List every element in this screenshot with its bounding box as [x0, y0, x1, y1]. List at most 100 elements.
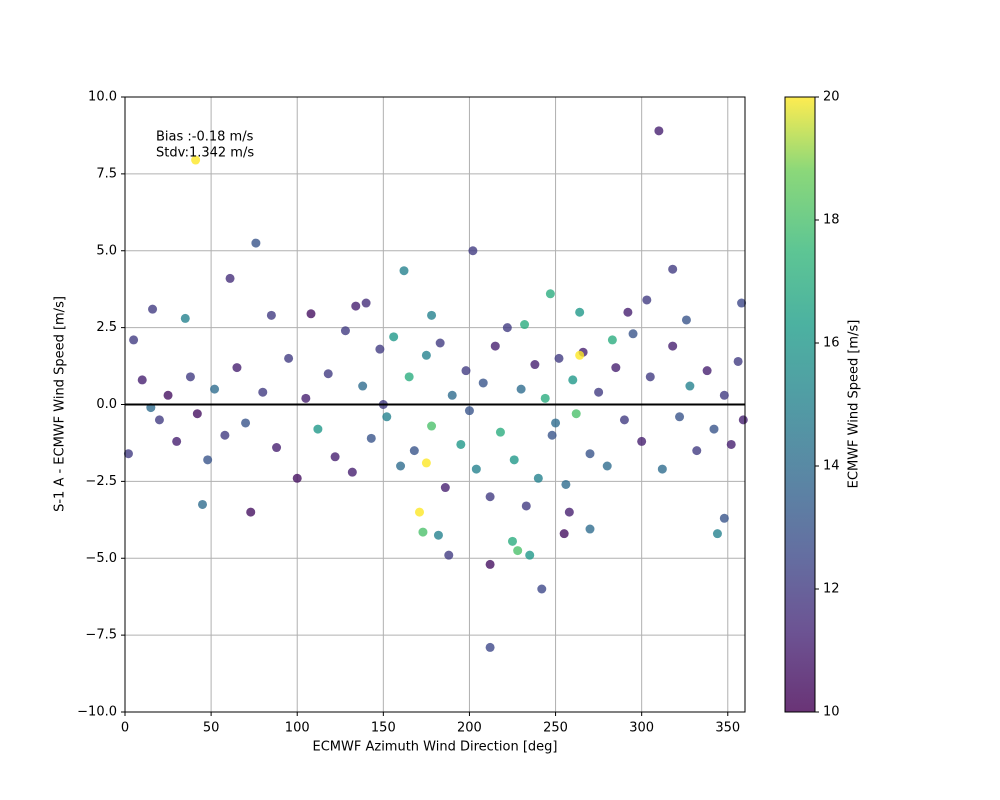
- point: [351, 301, 361, 311]
- point: [540, 393, 550, 403]
- point: [571, 409, 581, 419]
- colorbar-tick-label: 14: [823, 459, 840, 474]
- x-tick-label: 100: [285, 721, 310, 736]
- point: [568, 375, 578, 385]
- point: [485, 492, 495, 502]
- point: [607, 335, 617, 345]
- point: [433, 530, 443, 540]
- point: [551, 418, 561, 428]
- point: [301, 393, 311, 403]
- point: [456, 439, 466, 449]
- point: [163, 390, 173, 400]
- x-tick-label: 200: [457, 721, 482, 736]
- y-tick-label: −10.0: [77, 705, 117, 720]
- point: [191, 155, 201, 165]
- point: [210, 384, 220, 394]
- point: [323, 369, 333, 379]
- point: [709, 424, 719, 434]
- point: [225, 273, 235, 283]
- point: [521, 501, 531, 511]
- y-tick-label: −2.5: [85, 474, 117, 489]
- point: [559, 529, 569, 539]
- point: [602, 461, 612, 471]
- point: [585, 449, 595, 459]
- point: [478, 378, 488, 388]
- point: [198, 499, 207, 509]
- point: [421, 458, 431, 468]
- y-tick-label: 0.0: [96, 397, 117, 412]
- point: [516, 384, 526, 394]
- point: [611, 363, 621, 373]
- point: [427, 421, 437, 431]
- point: [537, 584, 547, 594]
- point: [685, 381, 695, 391]
- point: [172, 436, 182, 446]
- x-tick-label: 0: [121, 721, 129, 736]
- colorbar: [784, 96, 816, 713]
- x-tick-label: 250: [543, 721, 568, 736]
- point: [490, 341, 500, 351]
- point: [464, 406, 474, 416]
- point: [561, 479, 571, 489]
- point: [258, 387, 268, 397]
- point: [619, 415, 629, 425]
- point: [485, 642, 495, 652]
- colorbar-tick-label: 12: [823, 582, 840, 597]
- point: [284, 353, 294, 363]
- point: [508, 536, 517, 546]
- point: [645, 372, 655, 382]
- y-axis-label: S-1 A - ECMWF Wind Speed [m/s]: [53, 296, 68, 512]
- point: [654, 126, 664, 136]
- plot-frame: [124, 96, 746, 713]
- point: [738, 415, 748, 425]
- point: [361, 298, 371, 308]
- point: [241, 418, 251, 428]
- colorbar-tick-label: 18: [823, 213, 840, 228]
- point: [306, 309, 316, 319]
- point: [642, 295, 652, 305]
- point: [382, 412, 392, 422]
- point: [509, 455, 519, 465]
- point: [712, 529, 722, 539]
- colorbar-tick-label: 20: [823, 90, 840, 105]
- point: [444, 550, 454, 560]
- point: [399, 266, 409, 276]
- point: [366, 433, 376, 443]
- point: [148, 304, 158, 314]
- point: [418, 527, 428, 537]
- y-tick-label: 2.5: [96, 320, 117, 335]
- point: [123, 449, 133, 459]
- point: [415, 507, 424, 517]
- point: [251, 238, 261, 248]
- annotation: Stdv:1.342 m/s: [156, 146, 254, 161]
- point: [358, 381, 368, 391]
- point: [389, 332, 399, 342]
- point: [246, 507, 256, 517]
- point: [513, 546, 523, 556]
- point: [461, 366, 471, 376]
- y-tick-label: −7.5: [85, 628, 117, 643]
- point: [668, 264, 678, 274]
- point: [347, 467, 357, 477]
- x-tick-label: 150: [371, 721, 396, 736]
- x-tick-label: 350: [715, 721, 740, 736]
- points: [123, 126, 748, 652]
- colorbar-label: ECMWF Wind Speed [m/s]: [847, 320, 862, 489]
- point: [702, 366, 712, 376]
- point: [447, 390, 457, 400]
- point: [719, 390, 729, 400]
- point: [547, 430, 557, 440]
- point: [154, 415, 164, 425]
- x-axis-label: ECMWF Azimuth Wind Direction [deg]: [313, 740, 558, 755]
- point: [129, 335, 139, 345]
- point: [681, 315, 691, 325]
- x-tick-label: 300: [629, 721, 654, 736]
- axes: 0 50 100 150 200 250 300 350 −10.0 −7.5 −5.0 −2.5 0.…: [77, 90, 839, 736]
- colorbar-tick-label: 10: [823, 705, 840, 720]
- point: [375, 344, 385, 354]
- colorbar-tick-label: 16: [823, 336, 840, 351]
- point: [292, 473, 302, 483]
- point: [530, 360, 540, 370]
- point: [180, 313, 190, 323]
